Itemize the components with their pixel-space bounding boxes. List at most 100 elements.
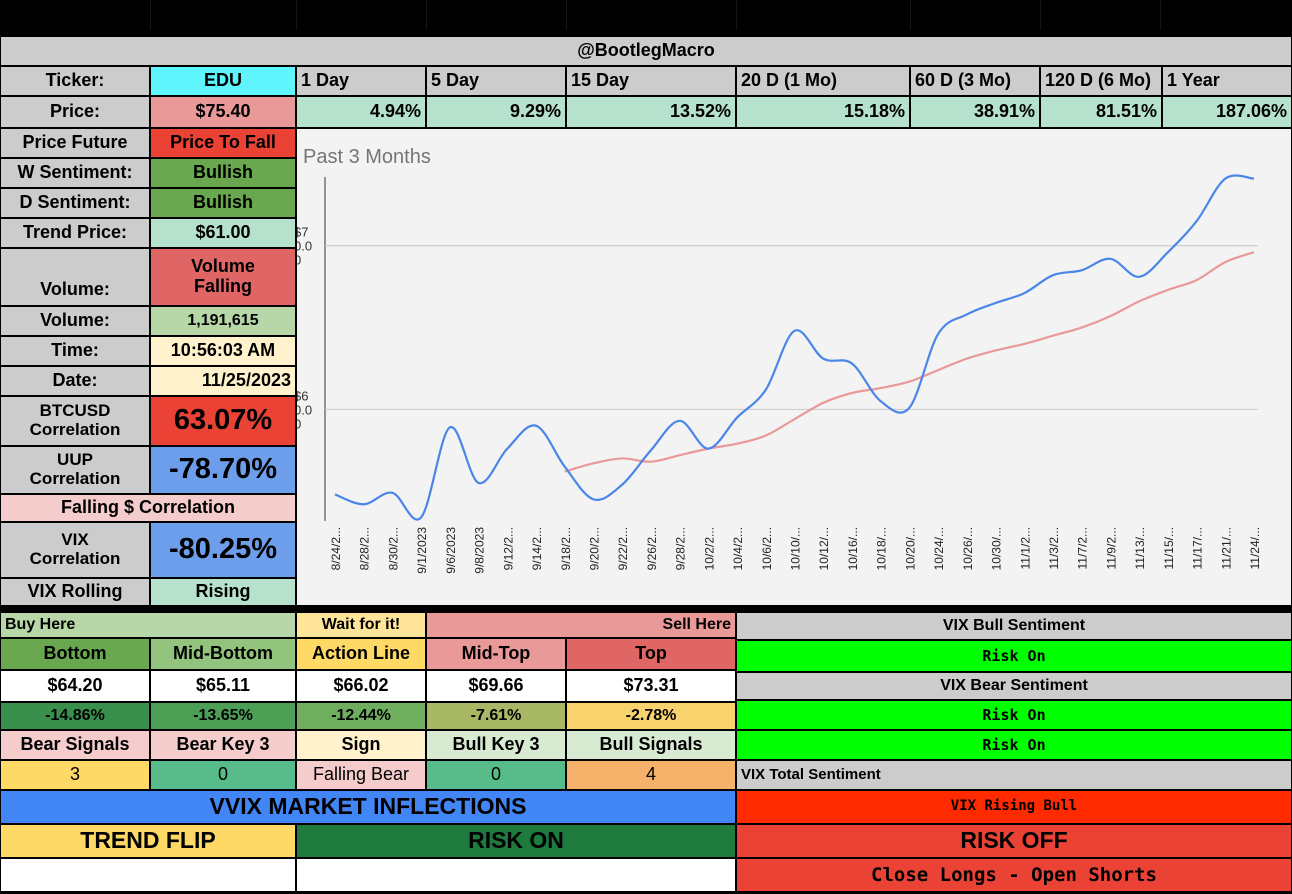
x-tick-label: 11/21/... — [1219, 527, 1233, 569]
trend-flip-cell — [0, 858, 296, 892]
time-label: Time: — [0, 336, 150, 366]
x-tick-label: 8/28/2... — [358, 527, 372, 570]
sheet-title: @BootlegMacro — [0, 36, 1292, 66]
vvix-title: VVIX MARKET INFLECTIONS — [0, 790, 736, 824]
vix-bull-title: VIX Bull Sentiment — [736, 612, 1292, 640]
btcusd-label-line1: BTCUSD — [39, 401, 111, 421]
period-5-day: 5 Day — [426, 66, 566, 96]
x-tick-label: 9/1/2023 — [415, 527, 429, 574]
change-1-year: 187.06% — [1162, 96, 1292, 128]
change-1-day: 4.94% — [296, 96, 426, 128]
y-tick-label: 0.0 — [297, 402, 312, 417]
pct-top: -2.78% — [566, 702, 736, 730]
volume-trend-line2: Falling — [194, 276, 252, 296]
price-future-label: Price Future — [0, 128, 150, 158]
x-tick-label: 9/18/2... — [559, 527, 573, 570]
price-future-value: Price To Fall — [150, 128, 296, 158]
change-15-day: 13.52% — [566, 96, 736, 128]
risk-on-cell — [296, 858, 736, 892]
x-tick-label: 10/12/... — [817, 527, 831, 570]
vix-label-line2: Correlation — [29, 549, 121, 568]
change-120-day: 81.51% — [1040, 96, 1162, 128]
header-divider — [1160, 0, 1161, 30]
pct-mid-top: -7.61% — [426, 702, 566, 730]
x-tick-label: 10/2/2... — [702, 527, 716, 570]
x-tick-label: 10/18/... — [875, 527, 889, 570]
change-5-day: 9.29% — [426, 96, 566, 128]
risk-off-action: Close Longs - Open Shorts — [736, 858, 1292, 892]
x-tick-label: 10/10/... — [789, 527, 803, 570]
bull-key-3-value: 0 — [426, 760, 566, 790]
w-sentiment-value: Bullish — [150, 158, 296, 188]
volume-label: Volume: — [0, 306, 150, 336]
x-tick-label: 10/24/... — [932, 527, 946, 570]
vix-correlation-label: VIX Correlation — [0, 522, 150, 578]
level-bottom: Bottom — [0, 638, 150, 670]
y-tick-label: 0 — [297, 416, 301, 431]
change-20-day: 15.18% — [736, 96, 910, 128]
y-tick-label: 0 — [297, 253, 301, 268]
bear-signals-value: 3 — [0, 760, 150, 790]
x-tick-label: 9/20/2... — [587, 527, 601, 570]
bear-key-3-value: 0 — [150, 760, 296, 790]
x-tick-label: 9/14/2... — [530, 527, 544, 570]
chart-title: Past 3 Months — [303, 146, 431, 168]
vix-total-value: VIX Rising Bull — [736, 790, 1292, 824]
falling-correlation-banner: Falling $ Correlation — [0, 494, 296, 522]
header-divider — [150, 0, 151, 30]
price-action-line: $66.02 — [296, 670, 426, 702]
vix-bear-value-1: Risk On — [736, 700, 1292, 730]
vix-bull-value: Risk On — [736, 640, 1292, 672]
pct-bottom: -14.86% — [0, 702, 150, 730]
x-tick-label: 11/13/... — [1133, 527, 1147, 569]
x-tick-label: 11/9/2... — [1104, 527, 1118, 569]
level-mid-bottom: Mid-Bottom — [150, 638, 296, 670]
y-tick-label: 0.0 — [297, 239, 312, 254]
header-divider — [566, 0, 567, 30]
time-value: 10:56:03 AM — [150, 336, 296, 366]
x-tick-label: 11/1/2... — [1018, 527, 1032, 569]
x-tick-label: 10/16/... — [846, 527, 860, 570]
period-15-day: 15 Day — [566, 66, 736, 96]
volume-trend-line1: Volume — [191, 256, 255, 277]
x-tick-label: 11/24/... — [1248, 527, 1262, 569]
x-tick-label: 9/12/2... — [501, 527, 515, 570]
period-120-day: 120 D (6 Mo) — [1040, 66, 1162, 96]
change-60-day: 38.91% — [910, 96, 1040, 128]
bear-key-3-label: Bear Key 3 — [150, 730, 296, 760]
x-tick-label: 11/3/2... — [1047, 527, 1061, 569]
price-chart: Past 3 Months $7 0.0 0 $6 0.0 0 8/24/2... 8/28/2… — [296, 128, 1292, 606]
price-mid-bottom: $65.11 — [150, 670, 296, 702]
bull-key-3-label: Bull Key 3 — [426, 730, 566, 760]
x-tick-label: 9/22/2... — [616, 527, 630, 570]
y-tick-label: $7 — [297, 225, 308, 240]
x-tick-label: 10/6/2... — [760, 527, 774, 570]
header-divider — [426, 0, 427, 30]
btcusd-value: 63.07% — [150, 396, 296, 446]
date-value: 11/25/2023 — [150, 366, 296, 396]
wait-label: Wait for it! — [296, 612, 426, 638]
uup-value: -78.70% — [150, 446, 296, 494]
vix-bear-value-2: Risk On — [736, 730, 1292, 760]
bull-signals-value: 4 — [566, 760, 736, 790]
header-divider — [736, 0, 737, 30]
price-mid-top: $69.66 — [426, 670, 566, 702]
x-tick-label: 10/26/... — [961, 527, 975, 570]
price-chart-svg: Past 3 Months$70.00$60.008/24/2... 8/28/2… — [297, 146, 1262, 574]
header-divider — [1040, 0, 1041, 30]
period-1-year: 1 Year — [1162, 66, 1292, 96]
uup-label-line2: Correlation — [29, 469, 121, 488]
vix-label-line1: VIX — [61, 530, 89, 550]
header-divider — [910, 0, 911, 30]
pct-mid-bottom: -13.65% — [150, 702, 296, 730]
x-tick-label: 8/24/2... — [329, 527, 343, 570]
sign-label: Sign — [296, 730, 426, 760]
period-1-day: 1 Day — [296, 66, 426, 96]
bear-signals-label: Bear Signals — [0, 730, 150, 760]
x-tick-label: 9/6/2023 — [444, 527, 458, 574]
header-divider — [296, 0, 297, 30]
x-tick-label: 9/26/2... — [645, 527, 659, 570]
vix-rolling-value: Rising — [150, 578, 296, 606]
volume-value: 1,191,615 — [150, 306, 296, 336]
x-tick-label: 9/28/2... — [674, 527, 688, 570]
